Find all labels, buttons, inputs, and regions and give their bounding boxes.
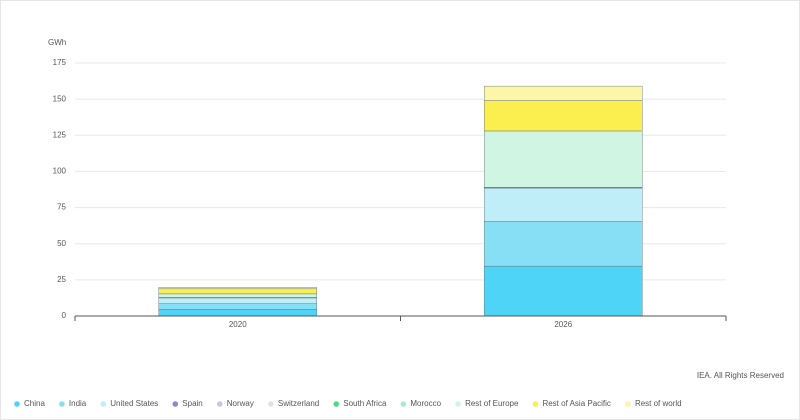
y-tick-label: 150 xyxy=(53,94,67,103)
y-tick-label: 175 xyxy=(53,58,67,67)
legend-swatch[interactable] xyxy=(268,401,274,407)
legend-swatch[interactable] xyxy=(455,401,461,407)
legend-swatch[interactable] xyxy=(333,401,340,407)
legend-label[interactable]: Rest of Asia Pacific xyxy=(542,399,610,408)
footer: IEA. All Rights Reserved xyxy=(697,371,784,380)
bar-segment xyxy=(484,187,643,222)
legend-swatch[interactable] xyxy=(216,401,223,407)
y-tick-label: 75 xyxy=(57,203,66,212)
y-tick-label: 25 xyxy=(57,275,66,284)
y-tick-label: 125 xyxy=(53,130,67,139)
legend-label[interactable]: Morocco xyxy=(410,399,441,408)
legend-swatch[interactable] xyxy=(100,401,107,407)
legend-label[interactable]: Norway xyxy=(227,399,254,408)
legend-swatch[interactable] xyxy=(400,401,407,407)
bar-segment xyxy=(158,287,317,290)
bar-segment xyxy=(158,297,317,304)
legend-swatch[interactable] xyxy=(625,401,631,407)
bar-segment xyxy=(484,85,643,101)
legend-label[interactable]: South Africa xyxy=(343,399,387,408)
legend-swatch[interactable] xyxy=(14,401,20,407)
y-axis-unit: GWh xyxy=(48,38,66,47)
y-tick-label: 0 xyxy=(62,311,67,320)
x-tick-label: 2020 xyxy=(229,320,247,329)
legend-label[interactable]: Spain xyxy=(182,399,202,408)
legend-label[interactable]: Rest of world xyxy=(635,399,682,408)
bar-segment xyxy=(484,100,643,132)
bar-segment xyxy=(158,309,317,317)
legend-label[interactable]: Rest of Europe xyxy=(465,399,519,408)
bar-segment xyxy=(158,288,317,295)
bar-segment xyxy=(484,265,643,317)
legend-swatch[interactable] xyxy=(59,401,65,407)
x-tick-label: 2026 xyxy=(554,320,572,329)
bar-segment xyxy=(484,221,643,267)
y-tick-label: 50 xyxy=(57,239,66,248)
legend-label[interactable]: China xyxy=(24,399,45,408)
legend-label[interactable]: Switzerland xyxy=(278,399,319,408)
y-tick-label: 100 xyxy=(53,167,67,176)
bar-segment xyxy=(158,303,317,310)
legend-swatch[interactable] xyxy=(532,401,539,407)
bar-segment xyxy=(158,293,317,298)
legend-label[interactable]: United States xyxy=(110,399,158,408)
legend-swatch[interactable] xyxy=(172,401,179,407)
legend-label[interactable]: India xyxy=(69,399,87,408)
bar-segment xyxy=(484,130,643,188)
